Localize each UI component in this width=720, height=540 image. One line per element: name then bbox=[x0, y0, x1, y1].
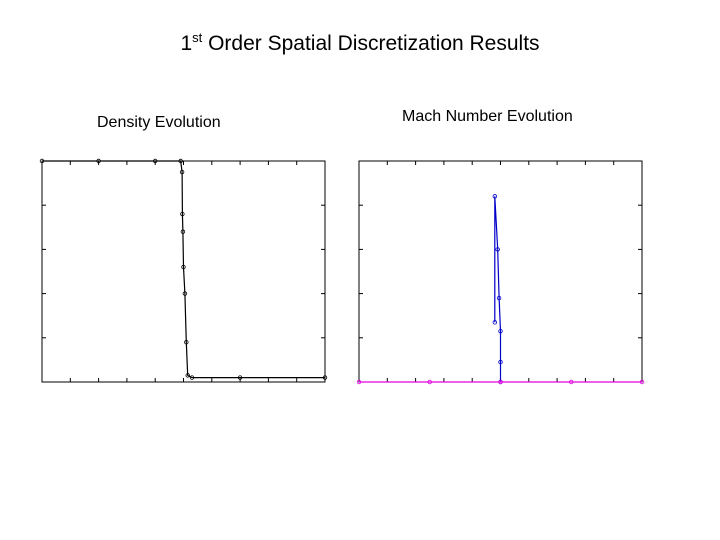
density-series-0-point bbox=[178, 158, 183, 164]
mach-series-0-point bbox=[495, 247, 500, 252]
density-plot bbox=[39, 158, 328, 383]
mach-series-1-point bbox=[356, 379, 362, 385]
density-series-0-point bbox=[39, 158, 45, 164]
mach-series-1-point bbox=[569, 379, 574, 385]
mach-series-0-line bbox=[494, 196, 502, 382]
density-series-0-point bbox=[152, 158, 158, 164]
mach-series-1-point bbox=[427, 379, 432, 385]
density-series-0-point bbox=[181, 264, 186, 270]
slide-title-pre: 1 bbox=[180, 32, 193, 55]
density-series-0-point bbox=[96, 158, 101, 164]
slide-title-post: Order Spatial Discretization Results bbox=[202, 32, 540, 55]
mach-series-0-point bbox=[496, 295, 502, 301]
mach-plot-title: Mach Number Evolution bbox=[402, 108, 573, 125]
density-series-0-point bbox=[189, 375, 195, 380]
density-series-0-line bbox=[42, 160, 325, 379]
density-series-0-point bbox=[182, 291, 188, 296]
mach-series-1-point bbox=[498, 379, 503, 385]
mach-series-0-point bbox=[492, 320, 498, 325]
slide-title-sup: st bbox=[192, 30, 203, 45]
density-plot-title: Density Evolution bbox=[97, 114, 221, 131]
density-series-0-point bbox=[237, 375, 243, 380]
slide-title: 1st Order Spatial Discretization Results bbox=[0, 30, 720, 56]
mach-series-0-point bbox=[498, 359, 503, 365]
density-series-0-point bbox=[179, 169, 185, 175]
mach-series-1-point bbox=[639, 379, 645, 385]
mach-series-0-point bbox=[492, 194, 498, 199]
mach-series-0-point bbox=[498, 328, 503, 334]
mach-plot bbox=[356, 160, 645, 385]
density-series-0-point bbox=[180, 211, 185, 217]
density-series-0-point bbox=[184, 340, 189, 345]
density-series-0-point bbox=[185, 373, 190, 378]
density-series-0-point bbox=[322, 375, 328, 380]
density-series-0-point bbox=[180, 229, 186, 234]
